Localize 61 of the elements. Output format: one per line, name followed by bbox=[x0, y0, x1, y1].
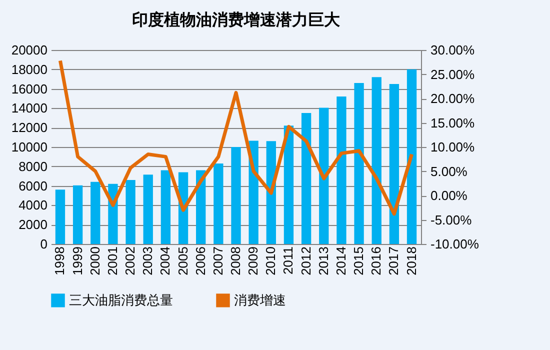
y-tick-label: 16000 bbox=[11, 81, 48, 96]
bar bbox=[389, 84, 400, 244]
line-series bbox=[58, 58, 414, 216]
bar bbox=[354, 82, 364, 244]
y2-tick-label: 0.00% bbox=[430, 188, 468, 203]
x-tick-label: 2001 bbox=[104, 246, 120, 276]
x-tick-label: 2002 bbox=[122, 246, 138, 276]
x-tick-label: 2016 bbox=[368, 246, 384, 276]
y2-tick-label: -10.00% bbox=[430, 236, 480, 252]
bar bbox=[160, 170, 171, 244]
x-tick-label: 2017 bbox=[386, 246, 402, 276]
bar bbox=[90, 182, 100, 244]
y-tick-label: 2000 bbox=[18, 217, 48, 232]
x-tick-label: 2012 bbox=[298, 246, 314, 276]
x-tick-label: 2006 bbox=[192, 246, 208, 276]
x-tick-label: 1998 bbox=[52, 246, 68, 276]
chart-title: 印度植物油消费增速潜力巨大 bbox=[132, 10, 341, 29]
x-tick-label: 2003 bbox=[140, 246, 156, 276]
bar bbox=[284, 126, 294, 244]
x-tick-label: 2008 bbox=[228, 246, 243, 276]
bar bbox=[214, 163, 224, 244]
x-tick-label: 2018 bbox=[404, 246, 419, 276]
x-tick-label: 1999 bbox=[70, 246, 85, 276]
legend-label: 消费增速 bbox=[234, 292, 286, 308]
y-tick-label: 12000 bbox=[11, 120, 48, 136]
y-tick-label: 10000 bbox=[11, 140, 48, 154]
y-tick-label: 6000 bbox=[18, 178, 48, 194]
x-tick-label: 2010 bbox=[263, 246, 278, 276]
bar bbox=[406, 69, 417, 244]
x-tick-label: 2009 bbox=[246, 246, 261, 276]
y-tick-label: 20000 bbox=[11, 42, 48, 58]
y-tick-label: 8000 bbox=[18, 158, 48, 174]
x-tick-label: 2007 bbox=[210, 246, 226, 276]
y-tick-label: 18000 bbox=[11, 62, 48, 77]
bar bbox=[72, 185, 83, 244]
bar bbox=[301, 113, 312, 244]
y-tick-label: 0 bbox=[40, 236, 48, 252]
y2-tick-label: 25.00% bbox=[430, 66, 476, 82]
bar bbox=[126, 180, 136, 244]
y-tick-label: 14000 bbox=[11, 100, 48, 116]
x-tick-label: 2014 bbox=[333, 246, 348, 276]
x-tick-label: 2005 bbox=[175, 246, 190, 276]
y2-tick-label: 30.00% bbox=[430, 42, 476, 58]
y2-tick-label: -5.00% bbox=[430, 212, 472, 228]
legend-label: 三大油脂消费总量 bbox=[69, 292, 173, 308]
y2-tick-label: 15.00% bbox=[430, 115, 476, 130]
bar bbox=[372, 77, 382, 244]
bar bbox=[231, 147, 241, 244]
y2-tick-label: 10.00% bbox=[430, 140, 476, 154]
bar bbox=[55, 190, 66, 244]
x-tick-label: 2000 bbox=[87, 246, 102, 276]
y2-tick-label: 20.00% bbox=[430, 91, 476, 106]
x-tick-label: 2015 bbox=[351, 246, 366, 276]
bar bbox=[319, 108, 329, 244]
x-tick-label: 2011 bbox=[280, 246, 296, 274]
x-tick-label: 2013 bbox=[316, 246, 331, 276]
bar bbox=[336, 96, 346, 244]
y-tick-label: 4000 bbox=[18, 198, 48, 213]
y2-tick-label: 5.00% bbox=[430, 164, 468, 179]
x-tick-label: 2004 bbox=[158, 246, 173, 276]
bar bbox=[143, 174, 153, 244]
